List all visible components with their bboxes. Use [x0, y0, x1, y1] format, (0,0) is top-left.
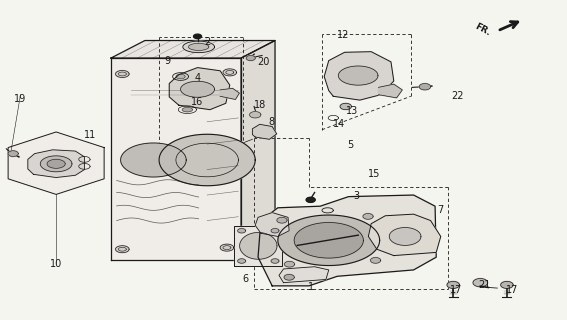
Polygon shape	[390, 228, 421, 245]
Polygon shape	[180, 81, 214, 97]
Polygon shape	[501, 281, 513, 288]
Polygon shape	[340, 103, 352, 110]
Text: 22: 22	[451, 91, 464, 101]
Text: 5: 5	[347, 140, 353, 150]
Polygon shape	[169, 68, 230, 110]
Polygon shape	[285, 261, 295, 267]
Polygon shape	[255, 212, 289, 236]
Polygon shape	[241, 41, 275, 260]
Polygon shape	[121, 143, 186, 177]
Polygon shape	[234, 226, 282, 266]
Polygon shape	[363, 213, 373, 219]
Polygon shape	[28, 150, 84, 178]
Text: 14: 14	[333, 119, 345, 129]
Polygon shape	[182, 108, 192, 112]
Text: 21: 21	[478, 280, 490, 290]
Polygon shape	[277, 217, 287, 223]
Text: 8: 8	[268, 117, 274, 127]
Polygon shape	[379, 84, 402, 98]
Polygon shape	[111, 41, 275, 58]
Polygon shape	[419, 84, 430, 90]
Text: 17: 17	[506, 285, 519, 295]
Polygon shape	[47, 159, 65, 168]
Polygon shape	[116, 70, 129, 77]
Text: 9: 9	[164, 56, 171, 66]
Polygon shape	[306, 197, 315, 202]
Text: 10: 10	[50, 259, 62, 268]
Polygon shape	[8, 132, 104, 195]
Text: 17: 17	[450, 285, 462, 295]
Text: 12: 12	[337, 30, 349, 40]
Text: 6: 6	[242, 274, 248, 284]
Polygon shape	[473, 278, 488, 287]
Polygon shape	[278, 215, 380, 266]
Text: 19: 19	[14, 94, 27, 104]
Polygon shape	[370, 258, 380, 263]
Polygon shape	[220, 88, 239, 100]
Polygon shape	[238, 228, 246, 233]
Polygon shape	[324, 52, 394, 100]
Polygon shape	[220, 244, 234, 251]
Text: 4: 4	[194, 73, 201, 84]
Polygon shape	[249, 112, 261, 118]
Text: 2: 2	[204, 37, 210, 47]
Text: 3: 3	[353, 191, 359, 201]
Polygon shape	[111, 58, 241, 260]
Text: 13: 13	[346, 106, 359, 116]
Polygon shape	[188, 44, 209, 50]
Polygon shape	[193, 34, 201, 39]
Text: 20: 20	[257, 57, 270, 67]
Polygon shape	[238, 259, 246, 263]
Polygon shape	[183, 41, 214, 52]
Polygon shape	[338, 66, 378, 85]
Polygon shape	[447, 281, 459, 288]
Polygon shape	[369, 214, 441, 256]
Text: FR.: FR.	[473, 21, 492, 37]
Text: 16: 16	[192, 97, 204, 107]
Polygon shape	[8, 151, 18, 156]
Text: 1: 1	[307, 283, 314, 292]
Text: 15: 15	[368, 169, 380, 179]
Polygon shape	[271, 259, 279, 263]
Polygon shape	[176, 74, 185, 79]
Polygon shape	[246, 55, 255, 60]
Polygon shape	[284, 274, 294, 280]
Polygon shape	[223, 69, 236, 76]
Polygon shape	[116, 246, 129, 253]
Polygon shape	[271, 228, 279, 233]
Polygon shape	[279, 267, 329, 283]
Polygon shape	[294, 222, 363, 258]
Text: 7: 7	[438, 205, 444, 215]
Text: 11: 11	[84, 130, 96, 140]
Text: 18: 18	[253, 100, 266, 110]
Polygon shape	[252, 124, 277, 139]
Polygon shape	[258, 195, 436, 286]
Polygon shape	[159, 134, 255, 186]
Polygon shape	[240, 233, 277, 259]
Polygon shape	[40, 156, 72, 172]
